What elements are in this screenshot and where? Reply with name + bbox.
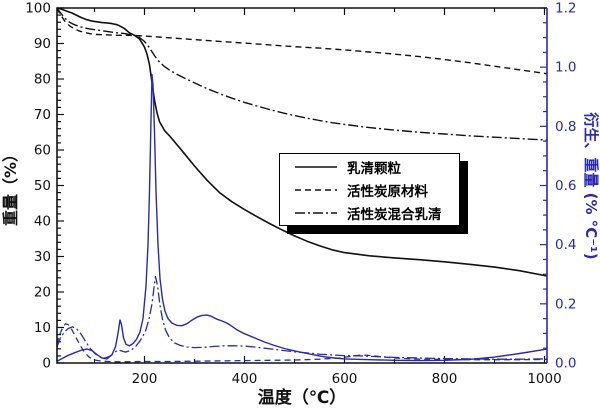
series-dtg-whey bbox=[56, 73, 548, 362]
yl-tick-label: 60 bbox=[34, 143, 51, 159]
yr-tick-label: 0.2 bbox=[555, 296, 576, 312]
yr-tick-label: 0.6 bbox=[555, 178, 576, 194]
yl-tick-label: 0 bbox=[42, 356, 51, 372]
yl-tick-label: 100 bbox=[25, 1, 51, 17]
yl-tick-label: 10 bbox=[34, 320, 51, 336]
series-dtg-ac-raw bbox=[56, 323, 548, 363]
yr-tick-label: 0.0 bbox=[555, 356, 576, 372]
legend-label-ac-whey: 活性炭混合乳清 bbox=[347, 206, 442, 223]
series-tga-whey bbox=[56, 7, 548, 277]
series-dtg-ac-whey bbox=[56, 275, 548, 360]
x-tick-label: 400 bbox=[232, 371, 258, 387]
yr-tick-label: 0.8 bbox=[555, 119, 576, 135]
yl-tick-label: 20 bbox=[34, 285, 51, 301]
yl-tick-label: 50 bbox=[34, 178, 51, 194]
yr-tick-label: 1.0 bbox=[555, 60, 576, 76]
legend-line-dashed-icon bbox=[295, 188, 337, 191]
yr-tick-label: 0.4 bbox=[555, 237, 576, 253]
yl-tick-label: 70 bbox=[34, 107, 51, 123]
yl-tick-label: 30 bbox=[34, 249, 51, 265]
yl-tick-label: 90 bbox=[34, 36, 51, 52]
chart-legend: 乳清颗粒 活性炭原材料 活性炭混合乳清 bbox=[279, 153, 460, 226]
yl-tick-label: 80 bbox=[34, 72, 51, 88]
legend-line-dashdot-icon bbox=[295, 211, 337, 214]
yr-tick-label: 1.2 bbox=[555, 1, 576, 17]
plot-frame bbox=[56, 7, 547, 364]
x-tick-label: 800 bbox=[432, 371, 458, 387]
series-tga-ac-whey bbox=[56, 7, 548, 141]
yl-tick-label: 40 bbox=[34, 214, 51, 230]
legend-label-ac-raw: 活性炭原材料 bbox=[347, 183, 428, 200]
x-axis-title: 温度（℃） bbox=[258, 387, 347, 408]
legend-label-whey: 乳清颗粒 bbox=[347, 160, 401, 177]
x-tick-label: 600 bbox=[332, 371, 358, 387]
x-tick-label: 1000 bbox=[527, 371, 561, 387]
y-right-axis-title: 衍生、重量 (% °C⁻¹) bbox=[582, 111, 600, 259]
legend-item-ac-whey: 活性炭混合乳清 bbox=[294, 203, 459, 223]
legend-item-whey: 乳清颗粒 bbox=[294, 157, 459, 177]
x-tick-label: 200 bbox=[132, 371, 158, 387]
series-tga-ac-raw bbox=[56, 7, 548, 75]
legend-item-ac-raw: 活性炭原材料 bbox=[294, 180, 459, 200]
legend-line-solid-icon bbox=[295, 165, 337, 168]
y-left-axis-title: 重量（%） bbox=[1, 146, 20, 226]
